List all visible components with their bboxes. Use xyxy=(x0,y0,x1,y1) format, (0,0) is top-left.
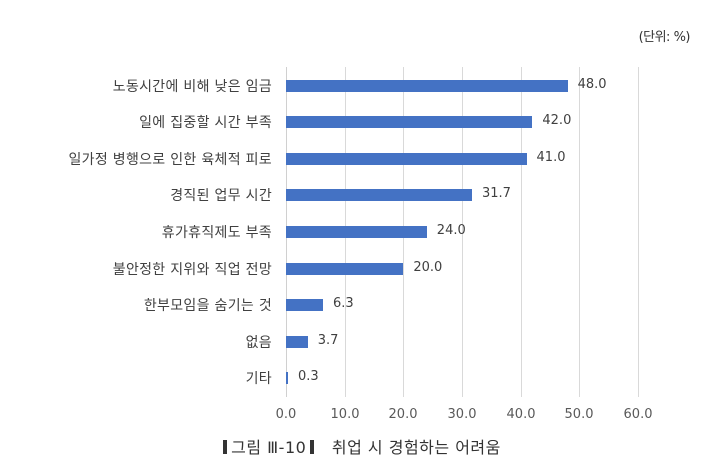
caption-bar-mark xyxy=(310,440,315,454)
x-tick-label: 40.0 xyxy=(506,407,536,422)
value-label: 6.3 xyxy=(332,296,354,312)
value-label: 41.0 xyxy=(536,149,566,165)
bar-row: 3.7 xyxy=(286,332,638,348)
figure-number: 그림 Ⅲ-10 xyxy=(231,438,307,457)
category-label: 경직된 업무 시간 xyxy=(170,188,272,205)
gridline xyxy=(462,67,463,397)
bar xyxy=(286,225,427,238)
bar xyxy=(286,152,527,165)
x-tick-label: 20.0 xyxy=(388,407,418,422)
figure-title: 취업 시 경험하는 어려움 xyxy=(331,438,501,457)
category-label: 불안정한 지위와 직업 전망 xyxy=(112,261,272,278)
bar xyxy=(286,116,533,129)
value-label: 24.0 xyxy=(436,222,466,238)
bar xyxy=(286,262,404,275)
category-label: 기타 xyxy=(245,371,272,388)
bar-row: 24.0 xyxy=(286,222,638,238)
gridline xyxy=(579,67,580,397)
caption-bar-mark xyxy=(223,440,228,454)
bar-row: 20.0 xyxy=(286,259,638,275)
bar xyxy=(286,335,308,348)
category-label: 휴가휴직제도 부족 xyxy=(161,224,272,241)
bar xyxy=(286,372,288,385)
plot-area: 48.0 42.0 41.0 31.7 24.0 20.0 6.3 3.7 0.3 xyxy=(286,67,639,397)
category-label: 일에 집중할 시간 부족 xyxy=(139,115,272,132)
category-label: 한부모임을 숨기는 것 xyxy=(143,298,272,315)
value-label: 0.3 xyxy=(298,369,319,385)
category-label: 일가정 병행으로 인한 육체적 피로 xyxy=(68,151,272,168)
value-label: 42.0 xyxy=(542,113,572,129)
bar-row: 6.3 xyxy=(286,296,638,312)
bar xyxy=(286,79,568,92)
bar xyxy=(286,299,323,312)
x-tick-label: 0.0 xyxy=(275,407,297,422)
bar-row: 31.7 xyxy=(286,186,638,202)
value-label: 3.7 xyxy=(317,332,339,348)
value-label: 20.0 xyxy=(413,259,443,275)
bar-row: 0.3 xyxy=(286,369,638,385)
x-tick-label: 10.0 xyxy=(330,407,360,422)
category-label: 노동시간에 비해 낮은 임금 xyxy=(112,78,272,95)
value-label: 48.0 xyxy=(577,76,607,92)
value-label: 31.7 xyxy=(481,186,511,202)
bar-row: 48.0 xyxy=(286,76,638,92)
x-tick-label: 30.0 xyxy=(447,407,477,422)
figure-caption: 그림 Ⅲ-10 취업 시 경험하는 어려움 xyxy=(0,434,720,458)
bar xyxy=(286,189,472,202)
bar-row: 41.0 xyxy=(286,149,638,165)
gridline xyxy=(521,67,522,397)
bar-row: 42.0 xyxy=(286,113,638,129)
x-tick-label: 60.0 xyxy=(623,407,653,422)
category-label: 없음 xyxy=(245,334,272,351)
gridline xyxy=(638,67,639,397)
unit-label: (단위: %) xyxy=(638,30,691,45)
x-tick-label: 50.0 xyxy=(564,407,594,422)
